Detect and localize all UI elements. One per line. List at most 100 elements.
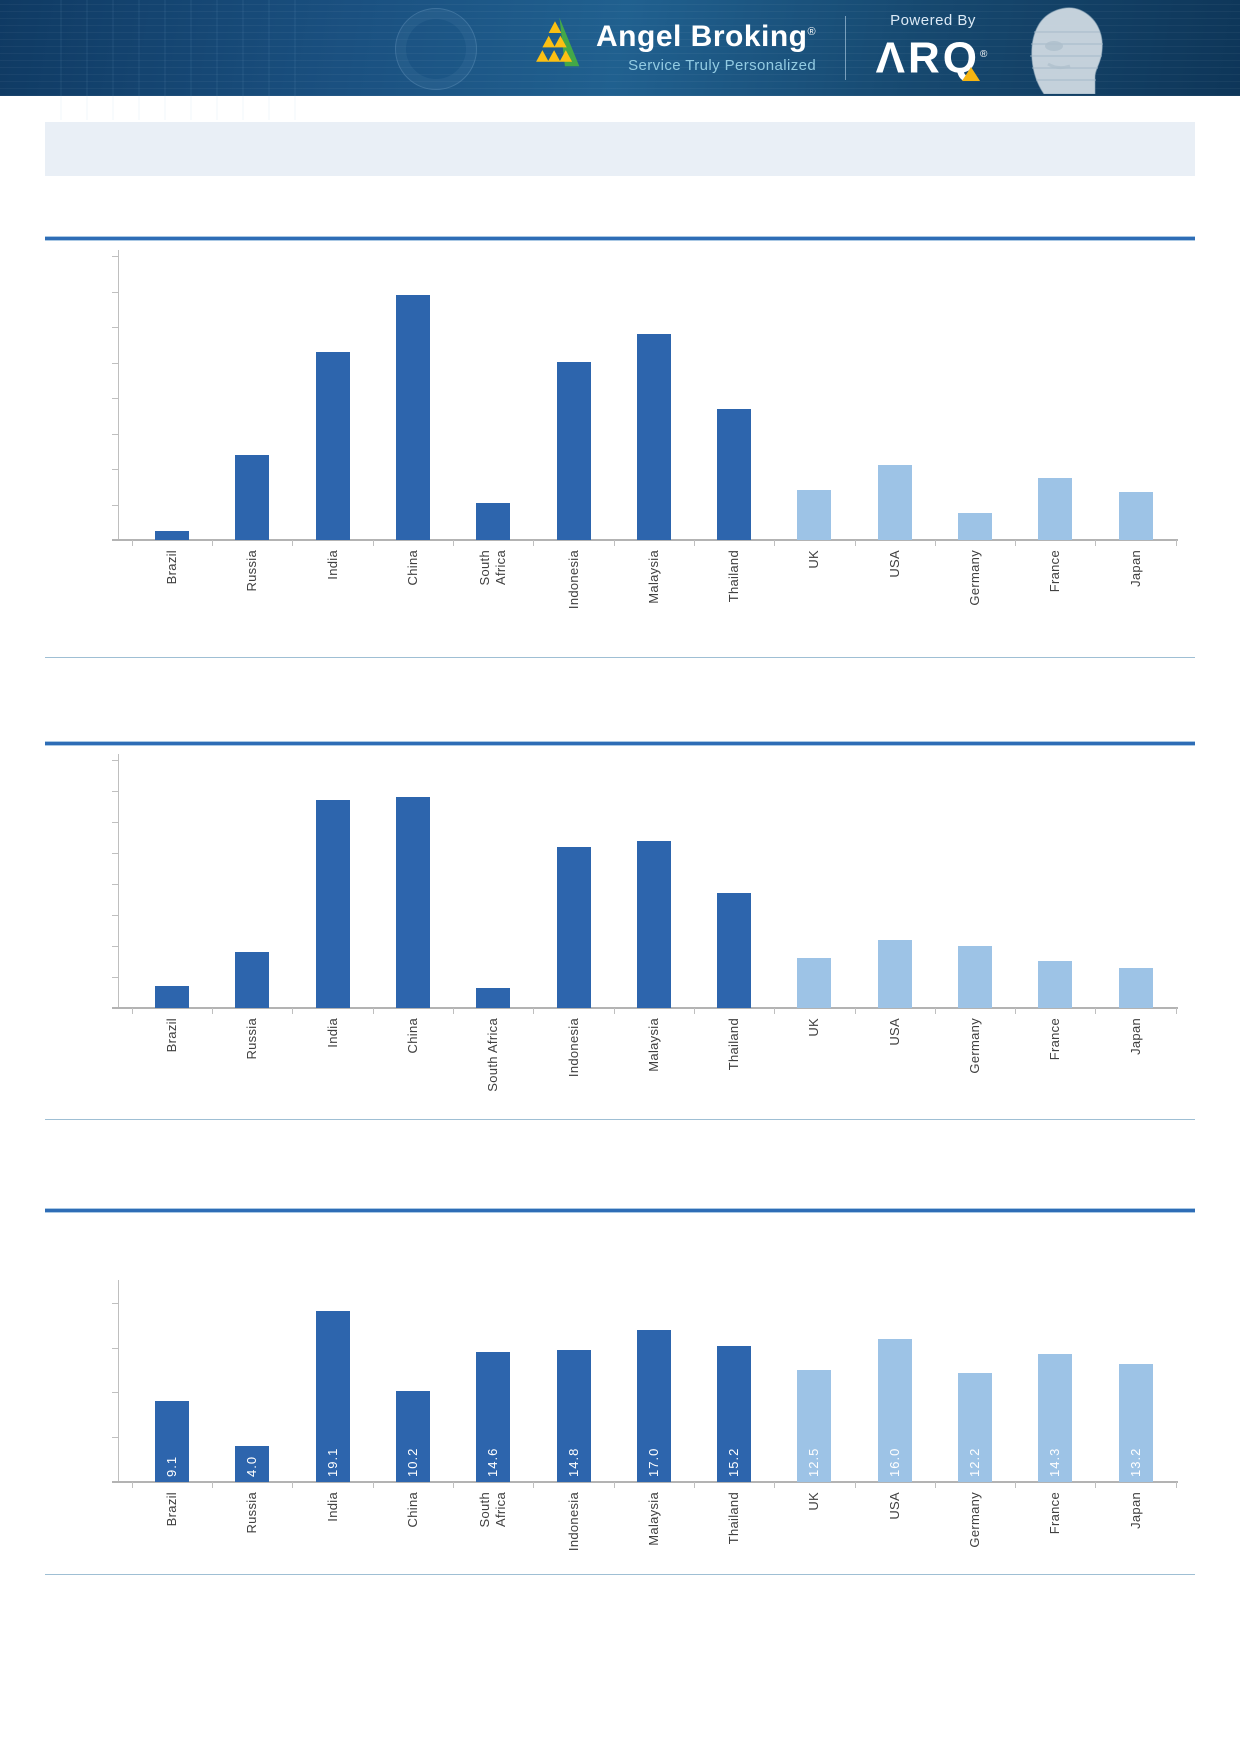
chart-2-x-axis xyxy=(112,1007,1178,1009)
chart-3-y-axis xyxy=(118,1280,119,1482)
bar-china xyxy=(396,797,430,1008)
chart-1-y-axis xyxy=(118,250,119,540)
value-label-japan: 13.2 xyxy=(1128,1447,1143,1477)
bar-malaysia xyxy=(637,841,671,1008)
bar-russia xyxy=(235,455,269,540)
x-axis-tick xyxy=(694,1008,695,1014)
bar-japan xyxy=(1119,968,1153,1008)
value-label-malaysia: 17.0 xyxy=(646,1447,661,1477)
x-axis-tick xyxy=(292,540,293,546)
x-axis-tick xyxy=(855,1482,856,1488)
x-axis-tick xyxy=(212,1482,213,1488)
x-axis-tick xyxy=(614,540,615,546)
bar-brazil xyxy=(155,531,189,540)
bar-indonesia xyxy=(557,847,591,1008)
x-axis-tick xyxy=(694,540,695,546)
x-axis-tick xyxy=(855,1008,856,1014)
bar-russia: 4.0 xyxy=(235,1446,269,1482)
value-label-brazil: 9.1 xyxy=(164,1455,179,1477)
value-label-china: 10.2 xyxy=(405,1447,420,1477)
value-label-usa: 16.0 xyxy=(887,1447,902,1477)
x-label-germany: Germany xyxy=(967,1018,982,1074)
bar-south-africa xyxy=(476,988,510,1008)
powered-by-label: Powered By xyxy=(890,12,976,29)
x-axis-tick xyxy=(1015,1482,1016,1488)
x-label-china: China xyxy=(405,1492,420,1528)
value-label-uk: 12.5 xyxy=(806,1447,821,1477)
section-3-bottom-line xyxy=(45,1574,1195,1575)
value-label-south-africa: 14.6 xyxy=(485,1447,500,1477)
y-axis-tick xyxy=(112,760,118,761)
bar-indonesia xyxy=(557,362,591,540)
x-label-france: France xyxy=(1047,550,1062,593)
bar-india xyxy=(316,800,350,1008)
x-axis-tick xyxy=(453,540,454,546)
y-axis-tick xyxy=(112,434,118,435)
bar-france: 14.3 xyxy=(1038,1354,1072,1482)
chart-1-x-axis xyxy=(112,539,1178,541)
x-label-indonesia: Indonesia xyxy=(566,1018,581,1078)
y-axis-tick xyxy=(112,884,118,885)
x-label-usa: USA xyxy=(887,550,902,578)
x-axis-tick xyxy=(1176,1482,1177,1488)
x-axis-tick xyxy=(935,1008,936,1014)
section-1-bottom-line xyxy=(45,657,1195,658)
y-axis-tick xyxy=(112,791,118,792)
value-label-russia: 4.0 xyxy=(244,1455,259,1477)
bar-thailand: 15.2 xyxy=(717,1346,751,1482)
y-axis-tick xyxy=(112,946,118,947)
x-axis-tick xyxy=(935,540,936,546)
x-label-brazil: Brazil xyxy=(164,1492,179,1527)
x-label-russia: Russia xyxy=(244,1492,259,1534)
banner-streak-decor xyxy=(60,0,320,120)
bar-usa xyxy=(878,940,912,1008)
x-axis-tick xyxy=(855,540,856,546)
x-axis-tick xyxy=(935,1482,936,1488)
x-label-india: India xyxy=(325,550,340,580)
x-label-south-africa: South Africa xyxy=(485,1018,500,1092)
bar-brazil xyxy=(155,986,189,1008)
value-label-india: 19.1 xyxy=(325,1447,340,1477)
x-label-uk: UK xyxy=(806,1492,821,1511)
bar-russia xyxy=(235,952,269,1008)
x-label-russia: Russia xyxy=(244,1018,259,1060)
x-label-thailand: Thailand xyxy=(726,1018,741,1071)
x-axis-tick xyxy=(1176,1008,1177,1014)
x-axis-tick xyxy=(774,540,775,546)
chart-2-y-axis xyxy=(118,754,119,1008)
y-axis-tick xyxy=(112,822,118,823)
brand-text-block: Angel Broking® Service Truly Personalize… xyxy=(596,16,816,74)
y-axis-tick xyxy=(112,256,118,257)
bar-brazil: 9.1 xyxy=(155,1401,189,1482)
bar-japan: 13.2 xyxy=(1119,1364,1153,1482)
bar-japan xyxy=(1119,492,1153,540)
x-axis-tick xyxy=(212,540,213,546)
x-label-thailand: Thailand xyxy=(726,1492,741,1545)
bar-france xyxy=(1038,478,1072,540)
x-axis-tick xyxy=(1015,540,1016,546)
x-axis-tick xyxy=(533,1008,534,1014)
x-axis-tick xyxy=(533,540,534,546)
x-label-indonesia: Indonesia xyxy=(566,550,581,610)
x-label-indonesia: Indonesia xyxy=(566,1492,581,1552)
value-label-germany: 12.2 xyxy=(967,1447,982,1477)
y-axis-tick xyxy=(112,363,118,364)
x-label-brazil: Brazil xyxy=(164,1018,179,1053)
y-axis-tick xyxy=(112,398,118,399)
bar-malaysia xyxy=(637,334,671,540)
brand-registered-mark: ® xyxy=(807,25,817,38)
x-axis-tick xyxy=(1176,540,1177,546)
bar-uk: 12.5 xyxy=(797,1370,831,1482)
x-label-china: China xyxy=(405,550,420,586)
bar-usa xyxy=(878,465,912,540)
header-banner: Angel Broking® Service Truly Personalize… xyxy=(0,0,1240,120)
y-axis-tick xyxy=(112,327,118,328)
x-label-usa: USA xyxy=(887,1492,902,1520)
chart-2-top-rule xyxy=(45,741,1195,746)
y-axis-tick xyxy=(112,977,118,978)
x-axis-tick xyxy=(1095,1008,1096,1014)
y-axis-tick xyxy=(112,853,118,854)
x-label-brazil: Brazil xyxy=(164,550,179,585)
robot-head-graphic xyxy=(1020,2,1112,99)
x-axis-tick xyxy=(1095,540,1096,546)
